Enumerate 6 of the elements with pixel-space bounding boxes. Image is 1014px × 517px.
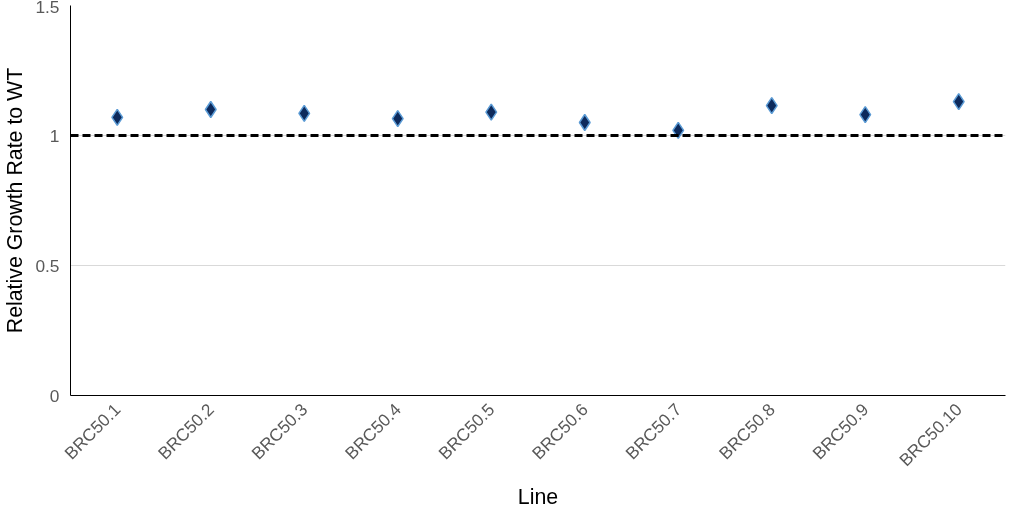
y-tick-label: 0 xyxy=(49,385,60,406)
y-tick-label: 1.5 xyxy=(35,0,60,17)
y-tick-label: 0.5 xyxy=(35,255,60,276)
y-axis-title: Relative Growth Rate to WT xyxy=(3,67,28,334)
y-tick-label: 1 xyxy=(49,125,60,146)
x-axis-title: Line xyxy=(517,485,559,510)
